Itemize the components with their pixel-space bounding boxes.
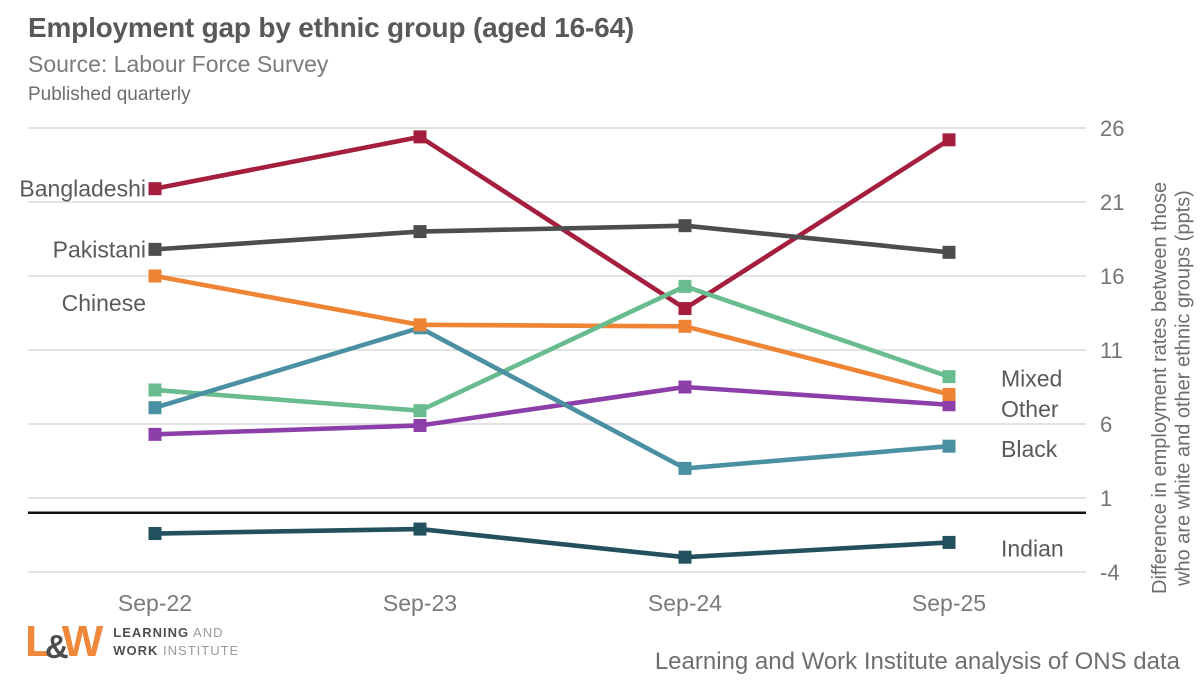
data-point-bangladeshi-sep-25 — [942, 133, 956, 147]
data-point-chinese-sep-24 — [678, 319, 692, 333]
series-label-bangladeshi: Bangladeshi — [19, 176, 146, 202]
page-title: Employment gap by ethnic group (aged 16-… — [28, 12, 634, 43]
data-point-pakistani-sep-22 — [148, 242, 162, 256]
x-axis-label-sep-22: Sep-22 — [118, 590, 192, 616]
data-point-indian-sep-22 — [148, 527, 162, 541]
series-label-mixed: Mixed — [1001, 366, 1062, 392]
data-point-indian-sep-24 — [678, 550, 692, 564]
data-point-pakistani-sep-25 — [942, 245, 956, 259]
data-point-other-sep-24 — [678, 380, 692, 394]
logo-letter-w: W — [61, 617, 104, 666]
data-point-chinese-sep-25 — [942, 387, 956, 401]
x-axis-label-sep-25: Sep-25 — [912, 590, 986, 616]
y-tick-label-16: 16 — [1100, 264, 1124, 289]
series-label-chinese: Chinese — [62, 290, 146, 316]
y-tick-label-26: 26 — [1100, 116, 1124, 141]
data-point-mixed-sep-22 — [148, 383, 162, 397]
series-line-black — [154, 325, 950, 471]
data-point-indian-sep-23 — [413, 522, 427, 536]
series-line-mixed — [154, 284, 950, 413]
series-label-black: Black — [1001, 436, 1058, 462]
data-point-black-sep-22 — [148, 401, 162, 415]
data-point-chinese-sep-23 — [413, 318, 427, 332]
logo-text-line2: WORK INSTITUTE — [113, 642, 240, 658]
data-point-indian-sep-25 — [942, 535, 956, 549]
lw-logo-mark: L & W — [25, 617, 104, 666]
x-axis-label-sep-24: Sep-24 — [648, 590, 722, 616]
series-label-indian: Indian — [1001, 535, 1064, 561]
chart-subtitle-source: Source: Labour Force Survey — [28, 51, 329, 77]
learning-and-work-institute-logo: L & W LEARNING AND WORK INSTITUTE — [25, 617, 239, 666]
analysis-attribution: Learning and Work Institute analysis of … — [654, 648, 1180, 675]
data-point-other-sep-23 — [413, 418, 427, 432]
data-point-mixed-sep-25 — [942, 370, 956, 384]
data-point-bangladeshi-sep-24 — [678, 302, 692, 316]
series-label-pakistani: Pakistani — [53, 236, 146, 262]
series-line-other — [154, 384, 950, 437]
y-axis-title-line2: who are white and other ethnic groups (p… — [1172, 190, 1195, 586]
series-label-other: Other — [1001, 396, 1059, 422]
logo-text-line1: LEARNING AND — [113, 625, 224, 641]
y-tick-label--4: -4 — [1100, 560, 1120, 585]
data-point-other-sep-25 — [942, 398, 956, 412]
data-point-mixed-sep-24 — [678, 279, 692, 293]
y-tick-label-11: 11 — [1100, 338, 1123, 363]
data-point-mixed-sep-23 — [413, 404, 427, 418]
data-point-black-sep-25 — [942, 439, 956, 453]
lw-logo-text: LEARNING AND WORK INSTITUTE — [113, 624, 239, 659]
data-point-other-sep-22 — [148, 427, 162, 441]
y-axis-title: Difference in employment rates between t… — [1149, 110, 1196, 666]
y-axis-title-line1: Difference in employment rates between t… — [1148, 181, 1171, 595]
chart-subtitle-frequency: Published quarterly — [28, 84, 191, 105]
y-tick-label-6: 6 — [1100, 412, 1112, 437]
series-line-pakistani — [154, 223, 950, 255]
logo-letter-l: L — [25, 617, 52, 666]
data-point-bangladeshi-sep-22 — [148, 182, 162, 196]
y-tick-label-21: 21 — [1100, 190, 1124, 215]
series-line-bangladeshi — [154, 134, 951, 311]
data-point-pakistani-sep-23 — [413, 225, 427, 239]
series-line-chinese — [154, 273, 950, 397]
x-axis-label-sep-23: Sep-23 — [383, 590, 457, 616]
chart-header: Employment gap by ethnic group (aged 16-… — [28, 12, 634, 106]
data-point-bangladeshi-sep-23 — [413, 130, 427, 144]
data-point-pakistani-sep-24 — [678, 219, 692, 233]
logo-ampersand: & — [44, 627, 69, 665]
data-point-chinese-sep-22 — [148, 269, 162, 283]
data-point-black-sep-24 — [678, 461, 692, 475]
y-tick-label-1: 1 — [1100, 486, 1112, 511]
series-line-indian — [154, 526, 950, 560]
